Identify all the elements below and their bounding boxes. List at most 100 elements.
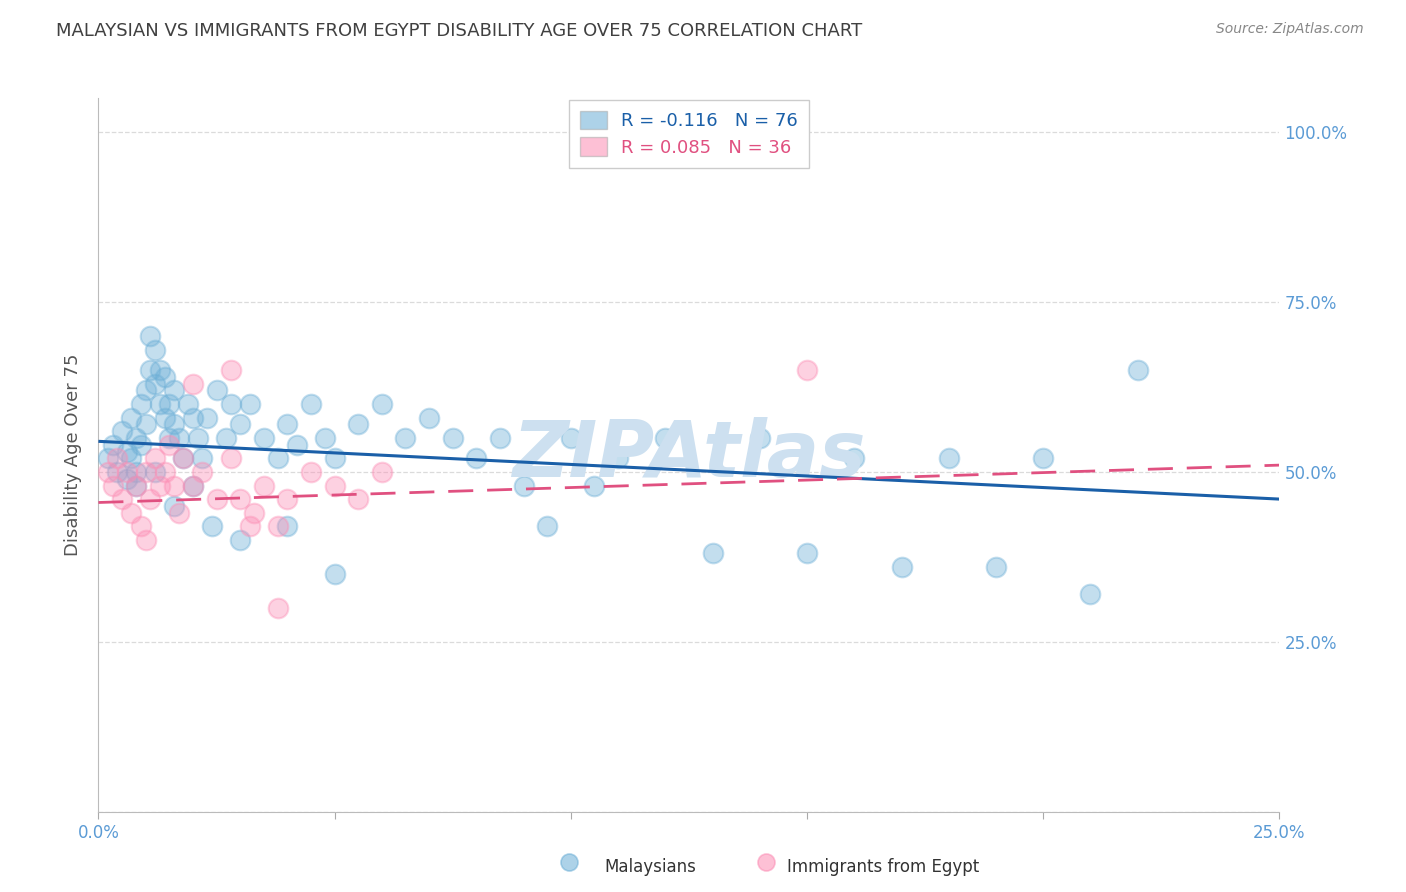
Point [167,506,190,520]
Point [135,384,157,398]
Text: ZIPAtlas: ZIPAtlas [512,417,866,493]
Point [755,855,778,869]
Point [172,451,194,466]
Point [371,465,394,479]
Point [267,451,290,466]
Point [187,431,209,445]
Point [163,384,186,398]
Point [299,397,322,411]
Point [101,438,124,452]
Point [441,431,464,445]
Point [139,492,162,507]
Point [97,465,120,479]
Point [181,478,204,492]
Point [299,465,322,479]
Point [115,465,138,479]
Point [253,431,276,445]
Point [163,499,186,513]
Point [890,560,912,574]
Point [205,384,228,398]
Point [844,451,866,466]
Point [205,492,228,507]
Y-axis label: Disability Age Over 75: Disability Age Over 75 [65,353,83,557]
Point [323,478,346,492]
Point [157,431,180,445]
Point [143,451,166,466]
Point [191,451,214,466]
Point [143,376,166,391]
Text: Immigrants from Egypt: Immigrants from Egypt [787,858,980,876]
Point [181,478,204,492]
Point [219,397,242,411]
Point [111,424,134,438]
Point [105,451,128,466]
Point [347,417,370,432]
Text: MALAYSIAN VS IMMIGRANTS FROM EGYPT DISABILITY AGE OVER 75 CORRELATION CHART: MALAYSIAN VS IMMIGRANTS FROM EGYPT DISAB… [56,22,862,40]
Point [167,431,190,445]
Point [239,519,262,533]
Point [276,417,298,432]
Point [139,363,162,377]
Point [111,492,134,507]
Point [125,465,148,479]
Point [139,329,162,343]
Point [394,431,416,445]
Point [418,410,440,425]
Point [129,397,152,411]
Point [191,465,214,479]
Point [143,465,166,479]
Point [558,855,581,869]
Point [276,492,298,507]
Point [229,533,252,547]
Point [229,417,252,432]
Point [276,519,298,533]
Point [121,506,143,520]
Point [1032,451,1054,466]
Point [135,533,157,547]
Point [219,451,242,466]
Point [267,519,290,533]
Point [101,478,124,492]
Point [115,472,138,486]
Point [181,410,204,425]
Point [195,410,218,425]
Point [125,478,148,492]
Point [157,397,180,411]
Point [153,410,176,425]
Point [157,438,180,452]
Point [172,451,194,466]
Point [1080,587,1102,601]
Legend: R = -0.116   N = 76, R = 0.085   N = 36: R = -0.116 N = 76, R = 0.085 N = 36 [569,100,808,168]
Point [149,363,172,377]
Point [135,417,157,432]
Point [163,478,186,492]
Point [347,492,370,507]
Point [239,397,262,411]
Point [796,363,818,377]
Point [129,519,152,533]
Point [129,438,152,452]
Point [149,478,172,492]
Point [267,600,290,615]
Point [323,451,346,466]
Point [97,451,120,466]
Point [121,451,143,466]
Point [153,465,176,479]
Point [121,410,143,425]
Point [512,478,534,492]
Point [314,431,336,445]
Point [285,438,308,452]
Point [177,397,200,411]
Point [143,343,166,357]
Point [219,363,242,377]
Point [181,376,204,391]
Point [323,566,346,581]
Point [105,465,128,479]
Point [215,431,238,445]
Point [253,478,276,492]
Point [748,431,770,445]
Point [654,431,676,445]
Point [489,431,512,445]
Point [125,478,148,492]
Text: Source: ZipAtlas.com: Source: ZipAtlas.com [1216,22,1364,37]
